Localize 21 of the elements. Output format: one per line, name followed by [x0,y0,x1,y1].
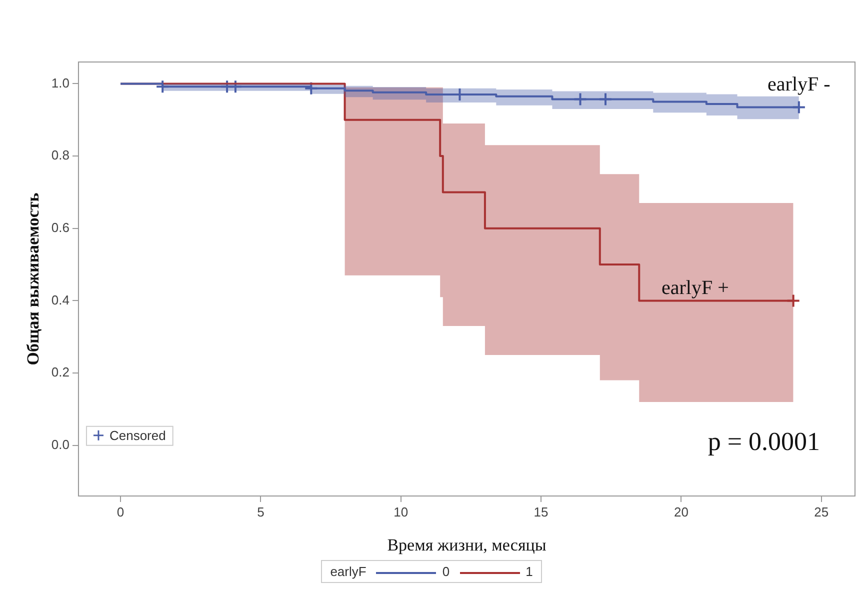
y-tick-label: 0.6 [51,220,70,235]
legend-label: Censored [109,428,166,443]
x-tick-label: 15 [534,504,548,520]
x-tick-label: 5 [257,504,264,520]
x-tick-label: 20 [674,504,688,520]
y-tick-label: 0.0 [51,436,70,452]
y-tick-label: 0.2 [51,364,70,380]
annotation: earlyF - [768,73,830,96]
x-tick-label: 25 [814,504,829,520]
legend-title: earlyF [330,564,366,579]
x-axis-title: Время жизни, месяцы [387,535,547,554]
x-tick-label: 10 [394,504,408,520]
y-axis-title: Общая выживаемость [24,192,43,366]
legend-label: 1 [524,564,533,579]
legend-label: 0 [441,564,450,579]
x-tick-label: 0 [116,504,124,520]
y-tick-label: 0.4 [51,292,70,308]
y-tick-label: 1.0 [51,75,70,90]
annotation: earlyF + [662,276,729,299]
y-tick-label: 0.8 [51,148,70,163]
annotation: p = 0.0001 [708,426,820,456]
